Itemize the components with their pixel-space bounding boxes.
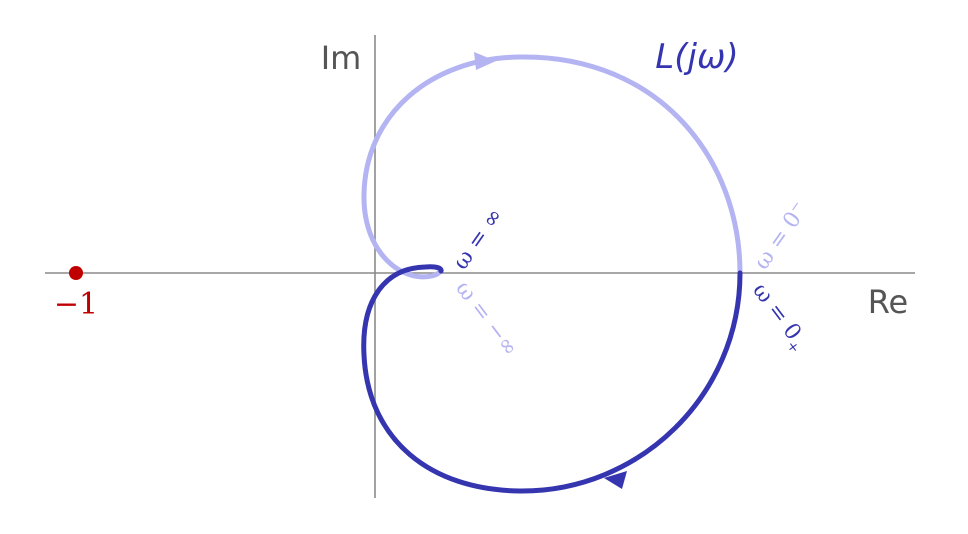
nyquist-curve-negative-frequency (361, 54, 743, 280)
omega-0-plus-label: ω = 0+ (744, 279, 813, 357)
real-axis-label: Re (868, 283, 908, 321)
critical-point-marker (69, 266, 83, 280)
nyquist-curve-positive-frequency (361, 264, 743, 494)
critical-point-label: −1 (54, 287, 98, 322)
omega-neg-inf-label: ω = −∞ (450, 277, 522, 362)
function-label: L(jω) (655, 37, 738, 77)
omega-0-minus-label: ω = 0− (749, 197, 814, 274)
arrow-upper-icon (474, 52, 496, 70)
imaginary-axis-label: Im (321, 39, 362, 77)
arrow-lower-icon (604, 471, 627, 489)
omega-pos-inf-label: ω = ∞ (448, 204, 508, 275)
